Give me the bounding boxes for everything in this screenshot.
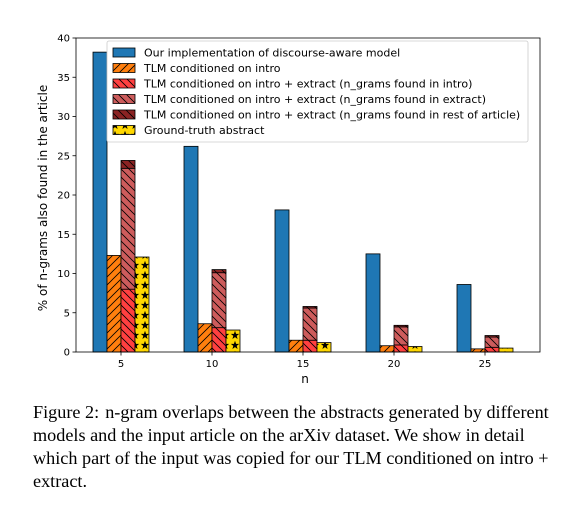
legend-label-3: TLM conditioned on intro + extract (n_gr… bbox=[143, 93, 486, 106]
legend-swatch-hatch-4 bbox=[113, 110, 135, 119]
y-tick-label-5: 5 bbox=[64, 308, 70, 319]
y-tick-label-40: 40 bbox=[57, 34, 70, 45]
bar-5-series-0 bbox=[93, 52, 107, 352]
bar-10-series-2-part-2-outline bbox=[211, 269, 227, 274]
y-tick-label-0: 0 bbox=[64, 348, 70, 359]
y-tick-label-30: 30 bbox=[57, 112, 70, 123]
figure-caption: Figure 2: n-gram overlaps between the abs… bbox=[33, 401, 553, 493]
bar-20-series-2-part-2-outline bbox=[393, 324, 409, 328]
bar-20-series-2-part-0-hatch bbox=[394, 344, 408, 352]
y-axis-label: % of n-grams also found in the article bbox=[36, 85, 50, 311]
bar-15-series-3-hatch bbox=[317, 342, 331, 352]
legend-label-1: TLM conditioned on intro bbox=[143, 62, 281, 75]
bar-25-series-1-hatch bbox=[471, 348, 485, 352]
legend-swatch-hatch-1 bbox=[113, 63, 135, 73]
bar-10-series-2-part-0-hatch bbox=[212, 327, 226, 352]
y-tick-label-20: 20 bbox=[57, 191, 70, 202]
caption-label: Figure 2: bbox=[33, 402, 100, 422]
y-tick-label-35: 35 bbox=[57, 73, 70, 84]
bar-20-series-2-part-1-hatch bbox=[394, 326, 408, 345]
x-tick-label-25: 25 bbox=[479, 359, 492, 370]
legend-swatch-hatch-3 bbox=[113, 94, 135, 104]
bar-10-series-2-part-2-hatch bbox=[212, 269, 226, 273]
legend-label-4: TLM conditioned on intro + extract (n_gr… bbox=[143, 109, 520, 122]
legend-frame bbox=[106, 40, 529, 143]
x-tick-label-10: 10 bbox=[206, 359, 219, 370]
legend: Our implementation of discourse-aware mo… bbox=[106, 40, 529, 143]
legend-label-5: Ground-truth abstract bbox=[144, 124, 265, 137]
bar-5-series-2-part-1-hatch bbox=[121, 168, 135, 290]
bar-15-series-1-hatch bbox=[289, 340, 303, 352]
legend-label-0: Our implementation of discourse-aware mo… bbox=[144, 47, 400, 60]
bar-25-series-0 bbox=[457, 284, 471, 352]
bar-15-series-2-part-0-hatch bbox=[303, 340, 317, 352]
legend-swatch-outline-0 bbox=[112, 47, 136, 58]
bar-15-series-2-part-2-outline bbox=[302, 306, 318, 309]
y-tick-label-10: 10 bbox=[57, 269, 70, 280]
caption-text: n-gram overlaps between the abstracts ge… bbox=[33, 402, 549, 491]
bar-20-series-0 bbox=[366, 253, 380, 352]
bar-5-series-3-hatch bbox=[135, 257, 149, 352]
bar-10-series-0 bbox=[184, 146, 198, 352]
bar-15-series-2-part-2-hatch bbox=[303, 306, 317, 309]
bar-15-series-2-part-1-hatch bbox=[303, 308, 317, 341]
legend-label-2: TLM conditioned on intro + extract (n_gr… bbox=[143, 78, 472, 91]
legend-swatch-hatch-2 bbox=[113, 79, 135, 88]
bar-25-series-2-part-2-outline bbox=[484, 335, 500, 338]
legend-swatch-outline-3 bbox=[112, 94, 136, 104]
x-tick-label-5: 5 bbox=[118, 359, 124, 370]
bar-5-series-2-part-0-hatch bbox=[121, 289, 135, 352]
legend-swatch-outline-1 bbox=[112, 63, 136, 73]
axes-group: 0 5 10 15 20 25 30 35 40 5 10 15 20 25 bbox=[57, 34, 541, 370]
x-tick-label-15: 15 bbox=[297, 359, 310, 370]
bar-20-series-1-hatch bbox=[380, 345, 394, 352]
bar-15-series-0 bbox=[275, 209, 289, 352]
bar-10-series-3-hatch bbox=[226, 330, 240, 352]
bar-5-series-1-hatch bbox=[107, 255, 121, 352]
bar-25-series-2-part-2-hatch bbox=[485, 335, 499, 338]
bar-10-series-1-hatch bbox=[198, 323, 212, 352]
y-tick-label-15: 15 bbox=[57, 230, 70, 241]
bar-20-series-2-part-2-hatch bbox=[394, 325, 408, 327]
legend-swatch-outline-4 bbox=[112, 109, 136, 120]
legend-swatch-outline-2 bbox=[112, 78, 136, 89]
legend-swatch-outline-5 bbox=[112, 125, 136, 135]
bar-25-series-3-hatch bbox=[499, 348, 513, 352]
x-axis-label: n bbox=[301, 372, 309, 386]
legend-swatch-0 bbox=[113, 48, 135, 57]
legend-swatch-hatch-5 bbox=[113, 125, 135, 135]
bar-5-series-2-part-2-hatch bbox=[121, 160, 135, 169]
bar-5-series-2-part-2-outline bbox=[120, 160, 136, 169]
x-tick-label-20: 20 bbox=[388, 359, 401, 370]
bar-25-series-2-part-1-hatch bbox=[485, 337, 499, 348]
y-tick-label-25: 25 bbox=[57, 151, 70, 162]
bar-25-series-2-part-0-hatch bbox=[485, 347, 499, 352]
bar-20-series-3-hatch bbox=[408, 346, 422, 352]
bars-group bbox=[92, 51, 514, 353]
chart: 0 5 10 15 20 25 30 35 40 5 10 15 20 25 Our implementa… bbox=[36, 34, 541, 386]
bar-10-series-2-part-1-hatch bbox=[212, 272, 226, 328]
